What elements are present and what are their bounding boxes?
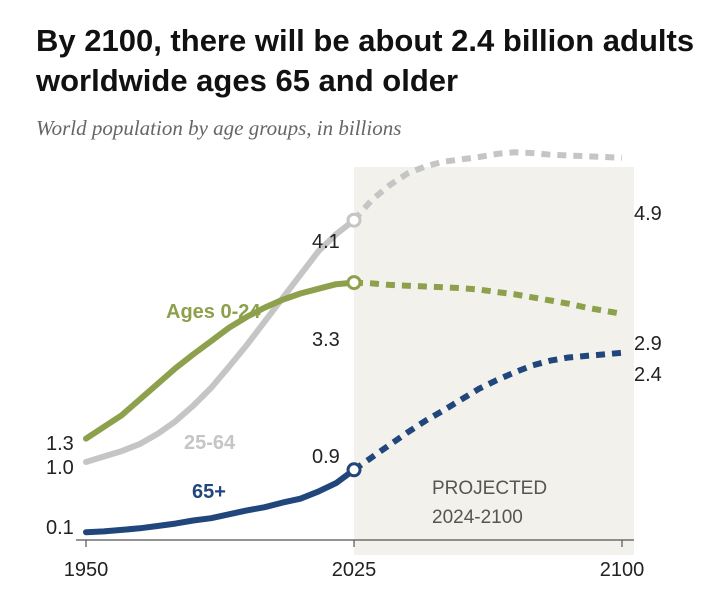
data-label-2100-25-64: 4.9 (634, 203, 662, 225)
series-label-ages-0-24: Ages 0-24 (166, 301, 261, 323)
series-projected-line-65 (352, 349, 623, 473)
data-label-2025-ages-0-24: 3.3 (312, 329, 340, 351)
data-label-2025-25-64: 4.1 (312, 231, 340, 253)
series-line-25-64 (83, 217, 357, 465)
x-tick-label-1950: 1950 (64, 559, 109, 581)
data-label-1950-ages-0-24: 1.3 (46, 433, 74, 455)
marker-2025-65 (346, 462, 362, 478)
marker-2025-25-64 (346, 212, 362, 228)
marker-2025-ages-0-24 (346, 275, 362, 291)
series-label-65: 65+ (192, 481, 226, 503)
chart-subtitle: World population by age groups, in billi… (36, 116, 402, 140)
data-label-2025-65: 0.9 (312, 446, 340, 468)
series-projected-line-ages-0-24 (353, 279, 623, 317)
series-line-65 (83, 466, 357, 536)
x-tick-label-2100: 2100 (600, 559, 645, 581)
series-projected-line-25-64 (351, 149, 623, 223)
x-axis: 1950 2025 2100 (64, 539, 645, 581)
series-layer (83, 149, 623, 536)
projected-label: PROJECTED (432, 478, 547, 499)
data-label-1950-65: 0.1 (46, 517, 74, 539)
label-layer: 25-64 1.0 4.1 4.9 Ages 0-24 1.3 3.3 2.9 65+ 0.1 0.… (46, 203, 662, 539)
projected-years-label: 2024-2100 (432, 507, 523, 528)
data-label-2100-ages-0-24: 2.9 (634, 333, 662, 355)
x-tick-label-2025: 2025 (332, 559, 377, 581)
series-line-ages-0-24 (83, 279, 357, 442)
data-label-2100-65: 2.4 (634, 364, 662, 386)
projected-region (354, 167, 634, 555)
chart-title: By 2100, there will be about 2.4 billion… (36, 23, 695, 98)
series-label-25-64: 25-64 (184, 432, 236, 454)
data-label-1950-25-64: 1.0 (46, 457, 74, 479)
